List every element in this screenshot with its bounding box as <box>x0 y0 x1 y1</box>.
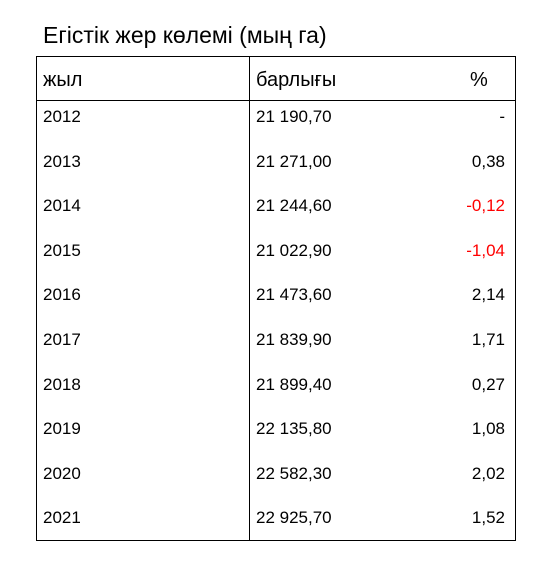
cell-percent: 1,71 <box>471 330 505 349</box>
cell-total: 21 190,70 <box>256 107 332 126</box>
cell-year: 2014 <box>43 196 81 216</box>
cell-year: 2017 <box>43 330 81 349</box>
table-row: 2016 21 473,60 2,14 <box>37 284 515 328</box>
cell-percent: -0,12 <box>466 196 505 216</box>
cell-total: 22 925,70 <box>256 508 332 528</box>
cell-percent: - <box>499 107 505 126</box>
cell-year: 2020 <box>43 463 81 483</box>
table-row: 2014 21 244,60 -0,12 <box>37 195 515 239</box>
cell-year: 2012 <box>43 107 81 126</box>
cell-year: 2016 <box>43 285 81 305</box>
cell-total: 22 135,80 <box>256 419 332 439</box>
cell-percent: 2,14 <box>471 285 505 305</box>
cell-total: 22 582,30 <box>256 463 332 483</box>
header-percent: % <box>470 69 488 91</box>
cell-percent: -1,04 <box>466 240 505 260</box>
column-divider <box>249 57 250 540</box>
cell-percent: 0,27 <box>471 374 505 394</box>
header-divider <box>37 100 515 101</box>
cell-percent: 2,02 <box>471 463 505 483</box>
table-row: 2015 21 022,90 -1,04 <box>37 240 515 284</box>
cell-percent: 0,38 <box>471 151 505 171</box>
cell-percent: 1,08 <box>471 419 505 439</box>
cell-percent: 1,52 <box>471 508 505 528</box>
table-row: 2012 21 190,70 - <box>37 106 515 150</box>
table-row: 2020 22 582,30 2,02 <box>37 463 515 507</box>
cell-year: 2013 <box>43 151 81 171</box>
cell-total: 21 839,90 <box>256 330 332 349</box>
cell-total: 21 244,60 <box>256 196 332 216</box>
cell-year: 2018 <box>43 374 81 394</box>
table-row: 2017 21 839,90 1,71 <box>37 329 515 373</box>
chart-title: Егістік жер көлемі (мың га) <box>43 22 327 48</box>
cell-total: 21 022,90 <box>256 240 332 260</box>
data-table: жыл барлығы % 2012 21 190,70 - 2013 21 271,0… <box>36 56 516 541</box>
cell-total: 21 473,60 <box>256 285 332 305</box>
table-row: 2021 22 925,70 1,52 <box>37 507 515 551</box>
header-total: барлығы <box>256 69 337 91</box>
cell-total: 21 899,40 <box>256 374 332 394</box>
cell-total: 21 271,00 <box>256 151 332 171</box>
cell-year: 2021 <box>43 508 81 528</box>
table-row: 2019 22 135,80 1,08 <box>37 418 515 462</box>
cell-year: 2015 <box>43 240 81 260</box>
table-row: 2013 21 271,00 0,38 <box>37 151 515 195</box>
header-year: жыл <box>43 69 83 91</box>
table-row: 2018 21 899,40 0,27 <box>37 374 515 418</box>
cell-year: 2019 <box>43 419 81 439</box>
